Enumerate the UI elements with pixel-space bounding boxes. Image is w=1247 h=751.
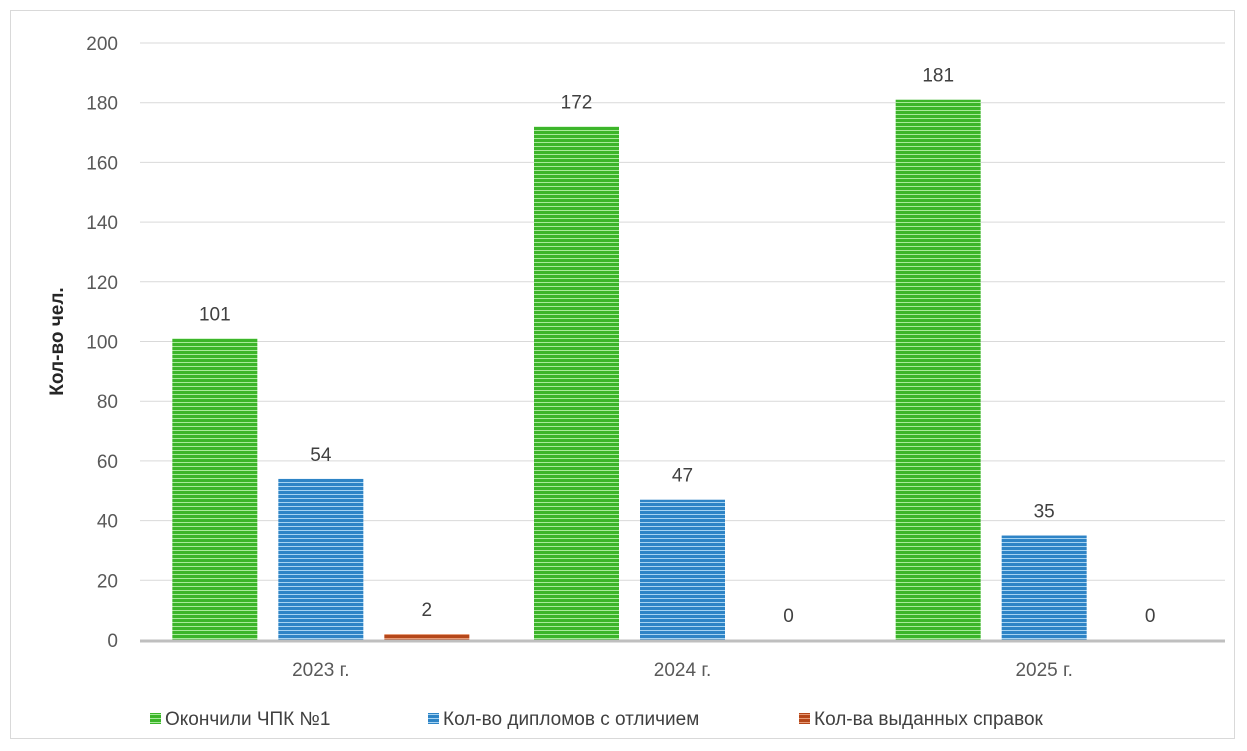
x-tick-label: 2024 г. <box>654 660 711 681</box>
bar <box>172 338 258 640</box>
y-tick-label: 80 <box>97 392 118 413</box>
y-tick-label: 180 <box>86 94 118 115</box>
bar <box>384 634 470 640</box>
legend-swatch <box>799 713 810 724</box>
y-tick-label: 200 <box>86 34 118 55</box>
legend-item: Кол-во дипломов с отличием <box>428 709 699 730</box>
data-label: 172 <box>561 93 593 114</box>
legend-label: Кол-ва выданных справок <box>814 709 1044 730</box>
y-tick-label: 20 <box>97 571 118 592</box>
data-label: 181 <box>922 66 954 87</box>
y-tick-label: 140 <box>86 213 118 234</box>
y-tick-label: 40 <box>97 512 118 533</box>
legend: Окончили ЧПК №1 Кол-во дипломов с отличие… <box>150 709 1044 730</box>
data-label: 101 <box>199 305 231 326</box>
data-label: 2 <box>422 600 433 621</box>
legend-item: Окончили ЧПК №1 <box>150 709 330 730</box>
bar <box>1001 535 1087 640</box>
x-axis-ticks: 2023 г. 2024 г. 2025 г. <box>292 660 1073 681</box>
y-tick-label: 120 <box>86 273 118 294</box>
data-label: 0 <box>1145 606 1156 627</box>
bars <box>172 99 1087 641</box>
legend-swatch <box>150 713 161 724</box>
y-axis-ticks: 0 20 40 60 80 100 120 140 160 180 200 <box>86 34 118 652</box>
y-tick-label: 160 <box>86 153 118 174</box>
data-labels: 101 54 2 172 47 0 181 35 0 <box>199 66 1155 627</box>
y-tick-label: 100 <box>86 333 118 354</box>
legend-label: Кол-во дипломов с отличием <box>443 709 699 730</box>
data-label: 47 <box>672 466 693 487</box>
legend-item: Кол-ва выданных справок <box>799 709 1044 730</box>
y-axis-label: Кол-во чел. <box>47 287 68 395</box>
x-tick-label: 2025 г. <box>1015 660 1072 681</box>
y-tick-label: 60 <box>97 452 118 473</box>
legend-swatch <box>428 713 439 724</box>
y-tick-label: 0 <box>107 631 118 652</box>
data-label: 54 <box>310 445 332 466</box>
bar <box>534 126 619 640</box>
data-label: 0 <box>783 606 794 627</box>
bar <box>640 499 725 640</box>
legend-label: Окончили ЧПК №1 <box>165 709 330 730</box>
bar <box>895 99 981 641</box>
x-tick-label: 2023 г. <box>292 660 349 681</box>
data-label: 35 <box>1034 502 1055 523</box>
bar <box>278 478 364 640</box>
